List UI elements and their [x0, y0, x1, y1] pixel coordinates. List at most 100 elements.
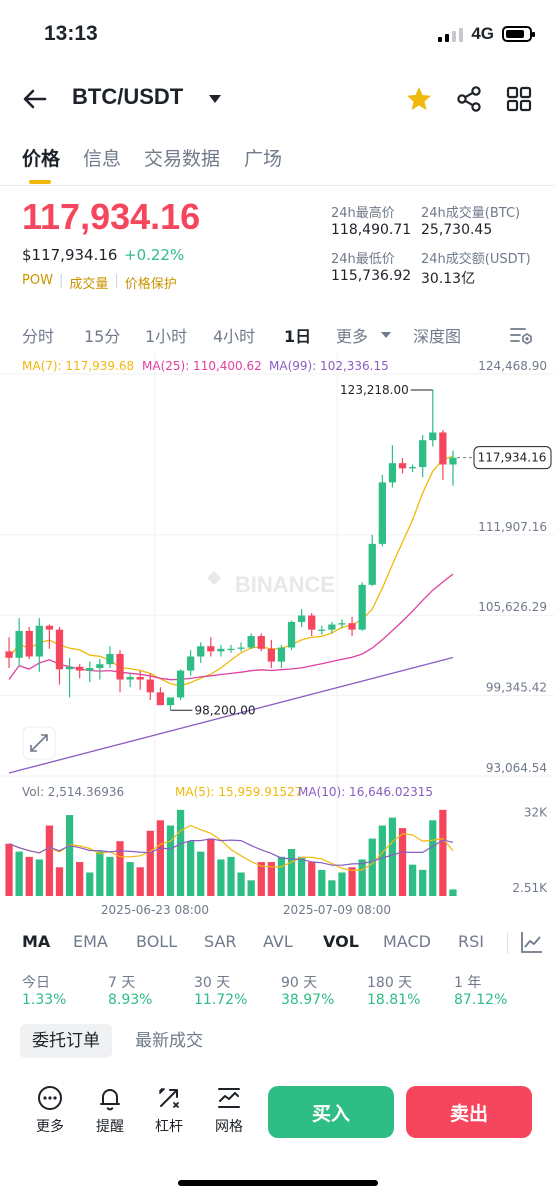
grid-trading-icon — [218, 1088, 240, 1108]
tab-info[interactable]: 信息 — [83, 148, 122, 170]
volume-bar — [429, 820, 437, 896]
y-axis-tick: 124,468.90 — [478, 359, 547, 373]
vol-ma5-line — [8, 824, 454, 872]
candlestick-chart[interactable]: 124,468.90 111,907.16 105,626.29 99,345.42 9… — [0, 352, 554, 922]
volume-bar — [439, 809, 447, 896]
candle-body — [237, 647, 245, 649]
high-marker-label: 123,218.00 — [340, 383, 409, 397]
chevron-down-icon[interactable] — [379, 328, 393, 342]
indicator-ema[interactable]: EMA — [73, 932, 108, 951]
volume-bar — [408, 864, 417, 896]
volume-bar — [35, 859, 43, 896]
perf-value-180d: 18.81% — [367, 992, 421, 1008]
vol-ma10-line — [8, 838, 454, 866]
back-arrow-icon[interactable] — [20, 84, 50, 114]
candle-body — [35, 625, 43, 657]
indicator-avl[interactable]: AVL — [263, 932, 293, 951]
volume-bar — [368, 838, 376, 896]
tag-pow[interactable]: POW — [22, 273, 53, 288]
expand-icon — [30, 734, 48, 752]
candle-body — [187, 656, 195, 671]
interval-more[interactable]: 更多 — [336, 327, 369, 346]
depth-chart-tab[interactable]: 深度图 — [413, 327, 462, 346]
perf-value-90d: 38.97% — [281, 992, 335, 1008]
indicator-sar[interactable]: SAR — [204, 932, 237, 951]
indicator-boll[interactable]: BOLL — [136, 932, 178, 951]
leverage-button[interactable]: 杠杆 — [145, 1084, 193, 1146]
interval-15m[interactable]: 15分 — [84, 327, 121, 346]
perf-label-7d: 7 天 — [108, 975, 136, 991]
grid-trading-button[interactable]: 网格 — [205, 1084, 253, 1146]
stat-24h-vol-btc-label: 24h成交量(BTC) — [421, 206, 521, 221]
sell-button[interactable]: 卖出 — [406, 1086, 532, 1138]
battery-icon — [502, 26, 535, 42]
tab-latest-trades[interactable]: 最新成交 — [135, 1031, 203, 1051]
interval-4h[interactable]: 4小时 — [213, 327, 256, 346]
bottom-action-bar: 更多 提醒 杠杆 网格 买入 卖出 — [0, 1080, 554, 1150]
candle-body — [227, 648, 235, 651]
indicator-rsi[interactable]: RSI — [458, 932, 484, 951]
y-axis-tick: 93,064.54 — [486, 761, 547, 775]
candle-body — [368, 543, 376, 585]
volume-bar — [378, 825, 386, 896]
volume-bar — [146, 830, 154, 896]
indicator-vol[interactable]: VOL — [323, 932, 359, 951]
share-icon[interactable] — [454, 84, 484, 114]
pair-title[interactable]: BTC/USDT — [72, 84, 184, 109]
pair-dropdown-icon[interactable] — [206, 90, 224, 108]
bell-icon — [100, 1089, 120, 1111]
perf-value-today: 1.33% — [22, 992, 67, 1008]
interval-1h[interactable]: 1小时 — [145, 327, 188, 346]
status-time: 13:13 — [44, 22, 98, 45]
volume-bar — [96, 851, 104, 896]
perf-value-30d: 11.72% — [194, 992, 248, 1008]
candle-body — [176, 670, 185, 698]
volume-bar — [217, 859, 225, 896]
candle-body — [126, 676, 134, 680]
volume-bar — [197, 851, 205, 896]
tab-price[interactable]: 价格 — [22, 148, 61, 170]
tag-list: POW | 成交量 | 价格保护 — [22, 273, 177, 292]
indicator-chart-icon[interactable] — [518, 928, 546, 956]
leverage-label: 杠杆 — [155, 1119, 183, 1135]
alert-button[interactable]: 提醒 — [86, 1084, 134, 1146]
candle-body — [247, 636, 255, 648]
volume-bar — [348, 867, 356, 896]
tab-trading-data[interactable]: 交易数据 — [144, 148, 221, 170]
candle-body — [277, 647, 286, 662]
ma7-line — [8, 455, 454, 687]
tag-price-protection[interactable]: 价格保护 — [124, 277, 177, 292]
more-button[interactable]: 更多 — [26, 1084, 74, 1146]
candle-body — [45, 625, 54, 630]
stat-24h-vol-usdt-value: 30.13亿 — [421, 271, 476, 287]
perf-value-1y: 87.12% — [454, 992, 508, 1008]
candle-body — [166, 697, 175, 706]
volume-bar — [237, 872, 245, 896]
volume-bar — [207, 838, 215, 896]
indicator-tabs: MA EMA BOLL SAR AVL VOL MACD RSI — [0, 926, 554, 958]
current-price-tag: 117,934.16 — [478, 451, 547, 465]
volume-bar — [308, 862, 316, 896]
tab-open-orders[interactable]: 委托订单 — [20, 1024, 112, 1058]
y-axis-tick: 105,626.29 — [478, 600, 547, 614]
candle-body — [398, 463, 407, 469]
chart-settings-icon[interactable] — [508, 322, 534, 348]
tab-square[interactable]: 广场 — [244, 148, 283, 170]
favorite-star-icon[interactable] — [404, 84, 434, 114]
candle-body — [197, 646, 205, 657]
indicator-ma[interactable]: MA — [22, 932, 51, 951]
tag-volume[interactable]: 成交量 — [69, 277, 109, 292]
interval-line[interactable]: 分时 — [22, 327, 55, 346]
watermark: BINANCE — [235, 572, 335, 597]
buy-button[interactable]: 买入 — [268, 1086, 394, 1138]
interval-1d[interactable]: 1日 — [284, 327, 312, 346]
indicator-macd[interactable]: MACD — [383, 932, 431, 951]
grid-menu-icon[interactable] — [504, 84, 534, 114]
home-indicator — [178, 1180, 378, 1186]
volume-bar — [318, 869, 326, 896]
perf-label-90d: 90 天 — [281, 975, 318, 991]
candle-body — [408, 467, 417, 469]
status-icons: 4G — [438, 24, 535, 44]
volume-bar — [126, 862, 134, 896]
stat-24h-vol-btc-value: 25,730.45 — [421, 222, 493, 238]
